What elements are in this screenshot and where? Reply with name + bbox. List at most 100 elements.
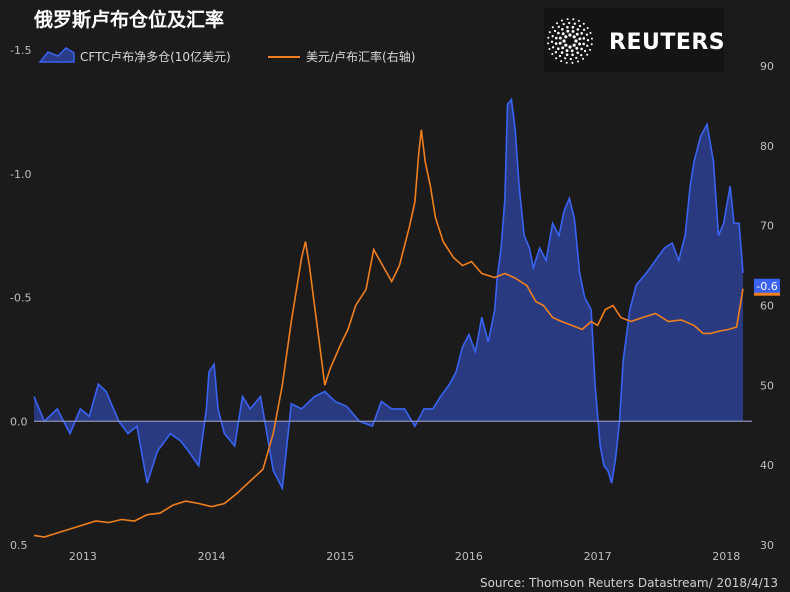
logo-dot [577,19,580,22]
logo-dot [566,18,569,21]
y-right-tick-label: 50 [760,379,774,392]
logo-dot [580,32,583,35]
logo-dot [571,53,574,57]
logo-dot [561,28,564,31]
logo-dot [547,42,550,45]
logo-dot [576,28,580,31]
logo-dot [580,53,583,57]
logo-dot [582,57,584,60]
logo-dot [550,40,554,43]
axes: -1.5 -1.0 -0.5 0.0 0.5 90 80 70 60 50 40 30 2013 2014… [10,44,774,563]
logo-dot [565,53,569,56]
logo-dot [573,22,576,25]
logo-dot [564,35,568,39]
logo-dot [561,19,563,22]
logo-dot [555,57,558,60]
legend-area-label: CFTC卢布净多仓(10亿美元) [80,49,231,64]
y-left-tick-label: -0.5 [10,292,31,305]
y-right-tick-label: 30 [760,539,774,552]
logo-dot [560,51,564,54]
logo-dot [589,48,592,51]
logo-dot [582,37,586,40]
logo-dot [561,32,565,36]
x-tick-label: 2014 [198,550,226,563]
logo-dot [566,25,569,29]
logo-dot [586,27,589,29]
logo-dot [568,45,572,49]
area-end-label: -0.6 [756,280,777,293]
area-series-line [33,97,744,491]
logo-dot [578,24,582,28]
logo-dot [575,56,578,60]
logo-dot [548,48,551,50]
logo-dot [570,49,574,53]
reuters-logo: REUTERS [544,8,725,72]
logo-dot [585,33,589,36]
logo-dot [554,42,558,45]
y-left-tick-label: -1.5 [10,44,31,57]
plot-area: 62.1-0.6 [33,97,780,538]
logo-dot [574,39,578,43]
area-end-tag [754,278,780,293]
logo-dot [558,54,562,58]
logo-dot [572,18,575,21]
x-tick-label: 2013 [69,550,97,563]
logo-dot [582,28,586,31]
logo-dot [576,51,579,54]
logo-dot [571,61,574,64]
area-fill [34,99,743,489]
logo-dot [564,43,568,47]
logo-dot [578,37,582,41]
y-right-tick-label: 60 [760,299,774,312]
logo-dot [562,39,566,43]
logo-dot [569,57,572,61]
usd-rub-line [33,129,744,538]
logo-dot [571,26,575,29]
logo-dot [572,35,576,39]
logo-dot [568,21,571,25]
y-right-tick-label: 80 [760,140,774,153]
logo-dot [556,22,558,25]
legend-area-swatch [38,47,75,63]
reuters-dots-icon [547,18,593,64]
logo-dot [568,33,572,37]
logo-dot [586,44,589,47]
logo-dot [586,53,589,56]
logo-dot [590,43,593,46]
y-right-tick-label: 70 [760,220,774,233]
logo-dot [553,29,557,33]
x-tick-label: 2015 [326,550,354,563]
logo-dot [572,43,576,47]
logo-dot [551,26,554,29]
logo-dot [586,39,590,42]
logo-dot [575,32,579,36]
logo-dot [565,49,569,53]
x-tick-label: 2018 [712,550,740,563]
logo-dot [562,22,565,26]
legend: CFTC卢布净多仓(10亿美元) 美元/卢布汇率(右轴) [38,47,415,64]
logo-dot [577,60,579,63]
x-tick-label: 2017 [584,550,612,563]
logo-dot [582,42,585,46]
y-right-tick-label: 90 [760,60,774,73]
chart-title: 俄罗斯卢布仓位及汇率 [33,8,224,31]
logo-dot [565,61,568,64]
logo-dot [558,36,562,40]
y-left-tick-label: 0.5 [10,539,28,552]
logo-dot [558,41,562,45]
logo-dot [578,42,582,46]
logo-dot [554,51,558,54]
logo-dot [557,47,560,50]
y-right-tick-label: 40 [760,459,774,472]
logo-dot [564,57,567,60]
logo-dot [557,25,560,29]
logo-dot [566,29,570,33]
logo-dot [571,29,575,33]
logo-dot [583,49,587,53]
logo-dot [548,31,551,34]
x-tick-label: 2016 [455,550,483,563]
logo-dot [557,31,560,35]
logo-dot [561,46,565,50]
logo-dot [551,35,554,38]
